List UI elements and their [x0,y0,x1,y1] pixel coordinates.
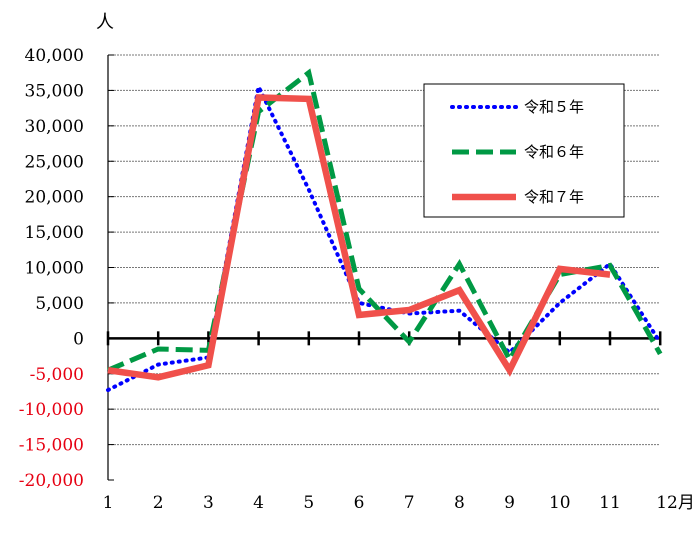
x-tick-label: 9 [504,493,515,513]
x-axis-tick-labels: 1 2 3 4 5 6 7 8 9 10 11 12月 [103,493,695,513]
y-tick-label: -10,000 [19,400,84,420]
y-tick-label: -15,000 [19,436,84,456]
x-tick-label: 3 [203,493,214,513]
x-tick-label: 2 [153,493,164,513]
series-line-3 [107,94,611,381]
x-tick-label: 8 [454,493,465,513]
y-tick-label: 25,000 [25,152,84,172]
y-tick-label: 35,000 [25,81,84,101]
y-tick-label: 40,000 [25,46,84,66]
legend-label: 令和７年 [524,188,584,206]
y-axis-unit: 人 [96,12,114,33]
x-tick-label: 4 [253,493,264,513]
y-tick-label: -5,000 [30,365,84,385]
x-tick-label: 6 [354,493,365,513]
y-tick-label: 30,000 [25,117,84,137]
x-tick-label: 1 [103,493,114,513]
y-tick-label: -20,000 [19,471,84,491]
legend-label: 令和５年 [524,98,584,116]
series-line-1 [106,80,663,393]
gridlines [108,54,660,446]
x-tick-label: 10 [549,493,571,513]
y-tick-label: 10,000 [25,259,84,279]
y-tick-label: 5,000 [35,294,84,314]
x-tick-label: 7 [404,493,415,513]
y-tick-label: 0 [73,329,84,349]
series-lines [106,68,663,393]
legend-label: 令和６年 [524,143,584,161]
x-tick-label: 12月 [656,493,695,513]
y-tick-label: 15,000 [25,223,84,243]
x-tick-label: 5 [303,493,314,513]
y-tick-label: 20,000 [25,188,84,208]
x-tick-label: 11 [599,493,621,513]
y-axis-tick-labels: 40,000 35,000 30,000 25,000 20,000 15,000 10,0… [19,46,84,491]
